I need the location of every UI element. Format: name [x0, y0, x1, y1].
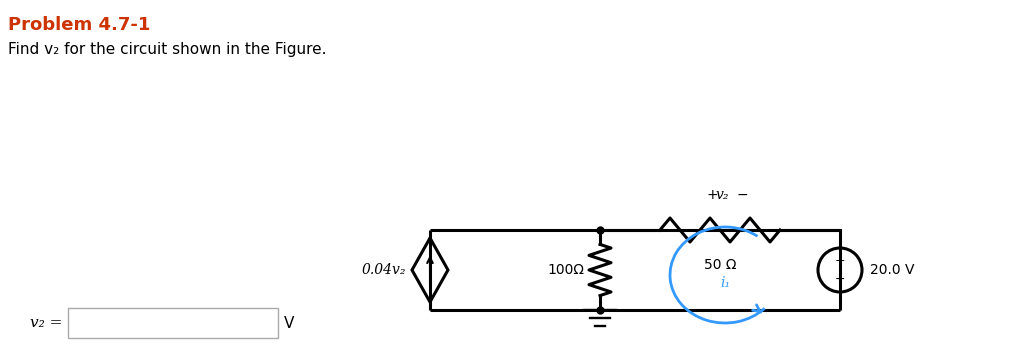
- Text: Find v₂ for the circuit shown in the Figure.: Find v₂ for the circuit shown in the Fig…: [8, 42, 327, 57]
- Text: 100Ω: 100Ω: [547, 263, 584, 277]
- Text: Problem 4.7-1: Problem 4.7-1: [8, 16, 151, 34]
- Text: +: +: [835, 254, 846, 267]
- Text: 20.0 V: 20.0 V: [870, 263, 914, 277]
- Text: v₂ =: v₂ =: [30, 316, 62, 330]
- Text: 50 Ω: 50 Ω: [703, 258, 736, 272]
- Text: +: +: [707, 188, 718, 202]
- Text: −: −: [835, 273, 845, 286]
- Bar: [68, 308, 278, 338]
- Text: i₁: i₁: [720, 276, 730, 290]
- Text: v₂: v₂: [715, 188, 729, 202]
- Text: V: V: [284, 315, 294, 330]
- Text: 0.04v₂: 0.04v₂: [361, 263, 406, 277]
- Text: −: −: [736, 188, 748, 202]
